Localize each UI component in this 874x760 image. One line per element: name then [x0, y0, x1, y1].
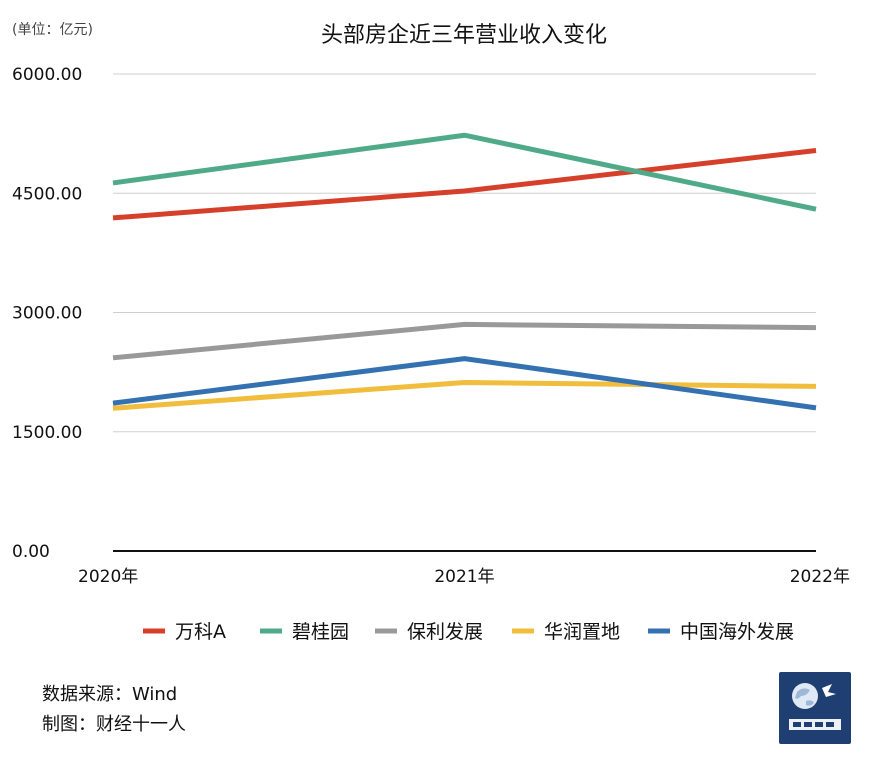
data-source-note: 数据来源：Wind [42, 684, 178, 705]
globe-logo-icon [779, 672, 851, 744]
legend: 万科A 碧桂园 保利发展 华润置地 中国海外发展 [143, 621, 794, 643]
legend-label: 碧桂园 [292, 621, 349, 643]
series-line [112, 379, 817, 411]
y-tick-label: 3000.00 [12, 304, 82, 324]
y-tick-label: 0.00 [12, 542, 50, 562]
chart-credit-note: 制图：财经十一人 [42, 714, 186, 735]
footer: 数据来源：Wind 制图：财经十一人 [42, 680, 186, 740]
axis-layer: 0.00 1500.00 3000.00 4500.00 6000.00 2020年 202… [12, 65, 850, 587]
unit-label: (单位：亿元) [12, 22, 93, 38]
series-line [112, 356, 817, 411]
x-tick-label: 2020年 [78, 567, 138, 587]
legend-label: 中国海外发展 [680, 621, 794, 643]
series-layer [112, 132, 817, 411]
legend-label: 华润置地 [544, 621, 620, 643]
legend-label: 万科A [175, 621, 226, 643]
y-tick-label: 4500.00 [12, 184, 82, 204]
legend-label: 保利发展 [407, 621, 483, 643]
x-tick-label: 2022年 [790, 567, 850, 587]
y-tick-label: 1500.00 [12, 423, 82, 443]
series-line [112, 147, 817, 221]
y-tick-label: 6000.00 [12, 65, 82, 85]
series-line [112, 132, 817, 212]
grid-layer [113, 73, 816, 433]
chart-title: 头部房企近三年营业收入变化 [321, 23, 607, 48]
series-line [112, 321, 817, 361]
x-tick-label: 2021年 [434, 567, 494, 587]
